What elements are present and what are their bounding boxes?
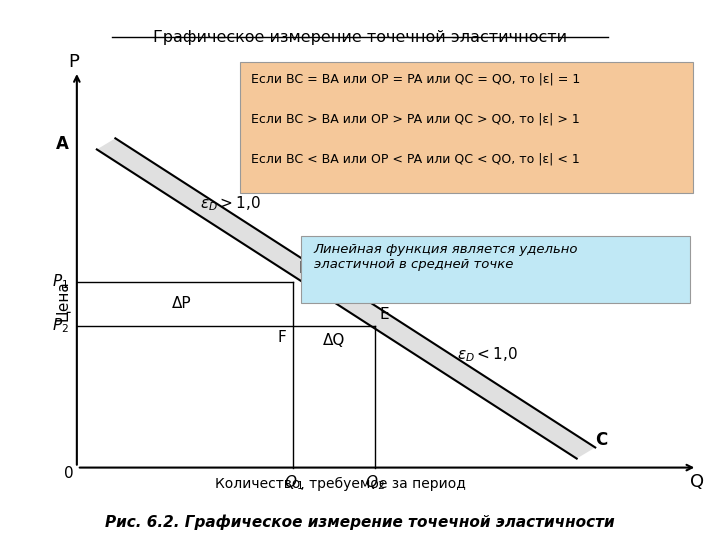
Polygon shape [97,138,595,458]
Text: Если BC = BA или OP = PA или QC = QO, то |ε| = 1: Если BC = BA или OP = PA или QC = QO, то… [251,72,580,85]
Text: P: P [68,53,79,71]
Text: E: E [380,307,390,322]
FancyBboxPatch shape [240,63,693,193]
Text: ΔP: ΔP [172,296,192,312]
Text: Рис. 6.2. Графическое измерение точечной эластичности: Рис. 6.2. Графическое измерение точечной… [105,515,615,530]
Text: $\varepsilon_D = 1{,}0$: $\varepsilon_D = 1{,}0$ [340,260,401,279]
Text: Цена: Цена [55,280,70,321]
Text: Количество, требуемое за период: Количество, требуемое за период [215,477,466,491]
Text: $P_2$: $P_2$ [53,316,69,335]
Text: Если BC > BA или OP > PA или QC > QO, то |ε| > 1: Если BC > BA или OP > PA или QC > QO, то… [251,112,580,126]
Text: $\varepsilon_D > 1{,}0$: $\varepsilon_D > 1{,}0$ [199,194,261,213]
Text: Линейная функция является удельно
эластичной в средней точке: Линейная функция является удельно эласти… [314,244,578,272]
Text: F: F [278,330,287,345]
Text: Графическое измерение точечной эластичности: Графическое измерение точечной эластично… [153,30,567,45]
Text: B: B [298,260,309,275]
FancyBboxPatch shape [301,236,690,303]
Text: 0: 0 [64,465,74,481]
Text: Q: Q [690,473,704,491]
Text: A: A [56,135,69,153]
Text: $Q_1$: $Q_1$ [284,474,303,492]
Text: $Q_2$: $Q_2$ [366,474,385,492]
Text: Если BC < BA или OP < PA или QC < QO, то |ε| < 1: Если BC < BA или OP < PA или QC < QO, то… [251,153,580,166]
Text: ΔQ: ΔQ [323,333,346,348]
Text: C: C [595,431,607,449]
Text: $\varepsilon_D < 1{,}0$: $\varepsilon_D < 1{,}0$ [457,346,518,364]
Text: $P_1$: $P_1$ [53,273,69,292]
